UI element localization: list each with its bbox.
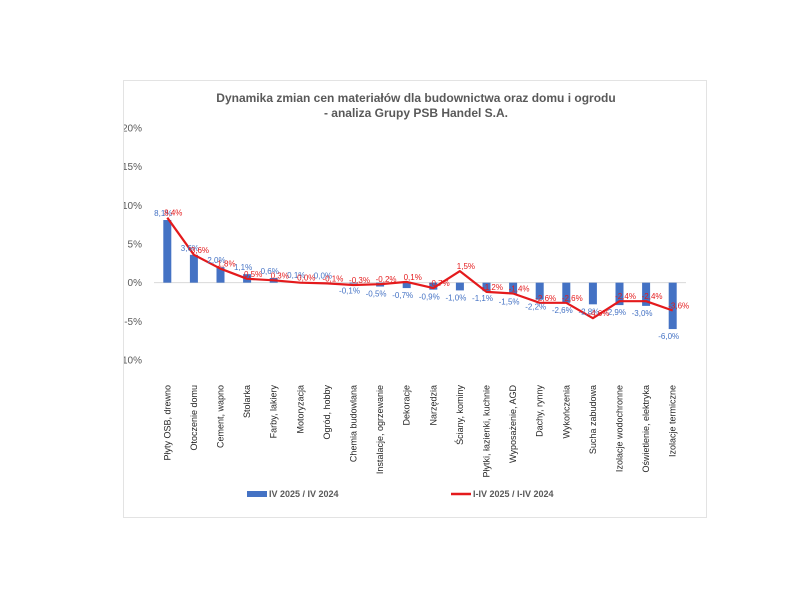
line-data-label: 3,6% [191,246,209,255]
bar-data-label: -0,5% [366,290,387,299]
x-category-label: Izolacje wodochronne [615,385,625,472]
x-category-label: Sucha zabudowa [588,385,598,454]
line-series [166,217,674,320]
chart-title-line: - analiza Grupy PSB Handel S.A. [324,106,508,120]
bar [455,282,464,291]
x-category-label: Instalacje, ogrzewanie [375,385,385,474]
x-category-label: Otoczenie domu [189,385,199,451]
line-data-label: -0,7% [429,279,450,288]
line-data-label: -2,4% [642,292,663,301]
x-category-label: Płytki, łazienki, kuchnie [482,385,492,478]
y-tick-label: 5% [128,240,143,251]
bar-data-label: 8,1% [154,209,172,218]
y-tick-label: 20% [124,124,142,135]
bar-data-label: -6,0% [658,332,679,341]
line-data-label: -4,6% [588,309,609,318]
bar-data-label: 0,1% [287,271,305,280]
line-data-label: 1,5% [457,262,475,271]
bar [668,282,677,330]
bar [216,267,225,283]
y-tick-label: -5% [124,317,142,328]
bar [349,282,358,284]
y-tick-label: 0% [128,278,143,289]
x-category-label: Dachy, rynny [535,385,545,437]
line-data-label: 0,1% [404,273,422,282]
line-data-label: 0,3% [271,271,289,280]
bar [163,220,172,283]
line-data-label: -2,6% [535,294,556,303]
line-data-label: 1,8% [217,260,235,269]
line-data-label: -2,4% [615,292,636,301]
legend-bar-swatch [247,491,267,497]
x-category-label: Dekoracje [402,385,412,426]
line-data-label: 0,0% [297,274,315,283]
x-category-label: Oświetlenie, elektryka [641,385,651,473]
bar-data-label: 0,0% [314,272,332,281]
y-tick-label: 10% [124,201,142,212]
y-tick-label: 15% [124,162,142,173]
bar-data-label: -0,1% [339,286,360,295]
x-category-label: Chemia budowlana [349,385,359,462]
bar-data-label: -2,2% [525,303,546,312]
line-data-label: -2,6% [562,294,583,303]
x-category-label: Farby, lakiery [269,385,279,439]
bar-data-label: 2,0% [207,256,225,265]
line-data-label: -0,2% [376,275,397,284]
line-data-label: 0,5% [244,270,262,279]
line-data-label: -1,2% [482,283,503,292]
x-category-label: Motoryzacja [295,385,305,434]
bar-data-label: -1,5% [499,297,520,306]
bar-data-label: -1,1% [472,294,493,303]
bar-data-label: -2,8% [578,307,599,316]
bar-data-label: 0,6% [261,267,279,276]
line-data-label: 8,4% [164,209,182,218]
chart-svg: Dynamika zmian cen materiałów dla budown… [124,91,689,499]
bar [509,282,518,295]
bar [429,282,438,290]
x-category-label: Stolarka [242,385,252,418]
line-data-label: -0,3% [349,276,370,285]
bar-data-label: 1,1% [234,263,252,272]
bar-data-label: -3,0% [632,309,653,318]
bar [615,282,624,306]
x-category-label: Narzędzia [428,385,438,426]
bar [562,282,571,303]
line-data-label: -1,4% [509,284,530,293]
legend-bar-label: IV 2025 / IV 2024 [269,489,339,499]
legend-line-label: I-IV 2025 / I-IV 2024 [473,489,554,499]
x-category-label: Cement, wapno [216,385,226,448]
bar [642,282,651,306]
x-category-label: Ogród, hobby [322,385,332,440]
bar [482,282,491,292]
bar-data-label: -2,6% [552,306,573,315]
y-tick-label: -10% [124,356,142,367]
x-category-label: Płyty OSB, drewno [162,385,172,461]
x-category-label: Ściany, kominy [454,385,465,445]
bar-data-label: 3,6% [181,244,199,253]
x-category-label: Wykończenia [561,385,571,438]
x-category-label: Wyposażenie, AGD [508,385,518,463]
bar-data-label: -0,9% [419,293,440,302]
chart-title-line: Dynamika zmian cen materiałów dla budown… [216,91,615,105]
bar [588,282,597,305]
bar [189,254,198,283]
bar [535,282,544,300]
chart-frame: Dynamika zmian cen materiałów dla budown… [123,80,707,518]
bar-data-label: -0,7% [392,291,413,300]
bar-data-label: -2,9% [605,308,626,317]
bar [402,282,411,289]
x-category-label: Izolacje termiczne [668,385,678,457]
bar-data-label: -1,0% [445,293,466,302]
line-data-label: -3,6% [668,302,689,311]
line-data-label: -0,1% [322,274,343,283]
